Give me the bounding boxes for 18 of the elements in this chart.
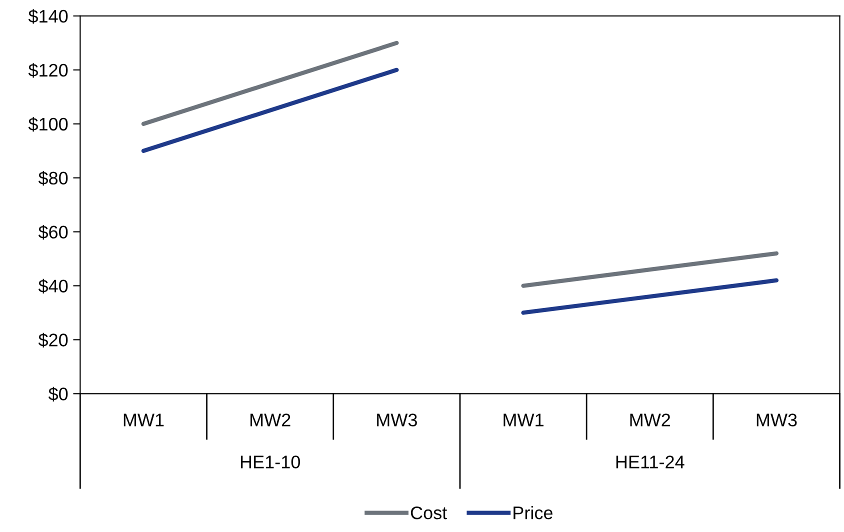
x-tick-label: MW3 bbox=[377, 414, 417, 426]
text: HE11-24 bbox=[616, 456, 684, 468]
x-tick-label: MW2 bbox=[630, 414, 670, 426]
y-tick-label: $80 bbox=[38, 171, 68, 186]
y-tick-label: $0 bbox=[48, 386, 68, 402]
x-tick-label: MW3 bbox=[756, 414, 797, 426]
legend-label: Price bbox=[514, 506, 552, 520]
y-tick-label: $40 bbox=[38, 278, 68, 294]
y-tick-label: $100 bbox=[28, 117, 68, 132]
y-tick-label: $60 bbox=[38, 224, 68, 240]
x-tick-label: MW1 bbox=[124, 414, 164, 426]
y-tick-label: $20 bbox=[38, 332, 68, 348]
y-tick-label: $120 bbox=[28, 63, 68, 78]
legend-label: Cost bbox=[410, 506, 448, 520]
x-tick-label: MW1 bbox=[504, 414, 544, 426]
x-tick-label: MW2 bbox=[250, 414, 290, 426]
y-tick-label: $140 bbox=[28, 9, 68, 24]
text: HE1-10 bbox=[240, 456, 300, 468]
